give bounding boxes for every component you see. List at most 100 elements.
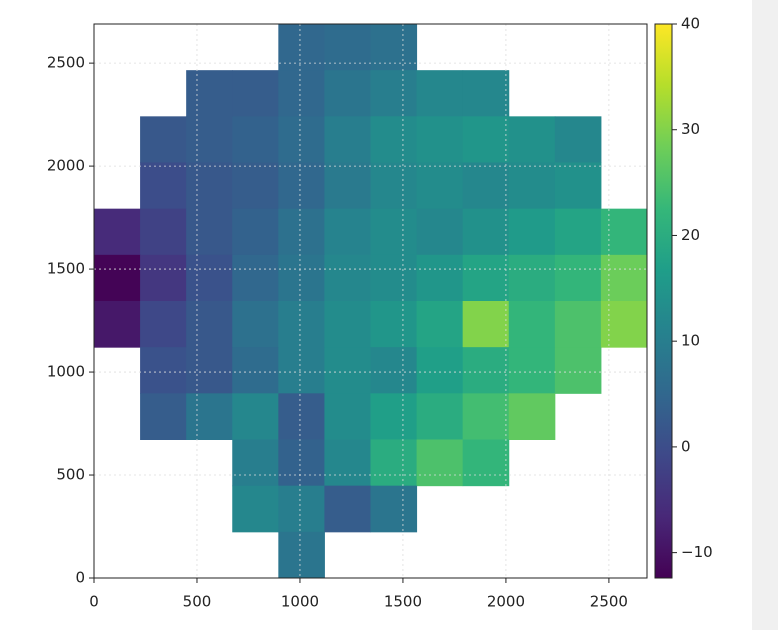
cell xyxy=(278,162,325,210)
cell xyxy=(600,208,648,256)
cell xyxy=(94,208,141,256)
cell xyxy=(416,347,464,394)
cell xyxy=(370,393,418,440)
x-tick-label: 0 xyxy=(89,593,99,611)
cell xyxy=(416,70,464,117)
cell xyxy=(140,116,187,163)
cell xyxy=(278,116,325,163)
cell xyxy=(140,301,187,348)
cell xyxy=(462,254,510,302)
cell xyxy=(554,162,602,210)
x-tick-label: 1000 xyxy=(281,593,319,611)
cell xyxy=(278,531,325,579)
cell xyxy=(186,162,233,210)
cell xyxy=(232,485,279,533)
cell xyxy=(232,254,279,302)
cell xyxy=(416,439,464,487)
colorbar xyxy=(654,23,673,579)
colorbar-tick-label: 40 xyxy=(681,15,700,33)
cell xyxy=(462,439,510,487)
cell xyxy=(140,162,187,210)
cell xyxy=(232,439,279,487)
cell xyxy=(508,347,556,394)
cell xyxy=(186,301,233,348)
y-tick-label: 0 xyxy=(75,569,85,587)
cell xyxy=(324,254,371,302)
cell xyxy=(140,254,187,302)
cell xyxy=(278,254,325,302)
cell xyxy=(278,301,325,348)
cell xyxy=(186,393,233,440)
cell xyxy=(370,439,418,487)
window-edge xyxy=(752,0,778,630)
cell xyxy=(232,208,279,256)
cell xyxy=(370,485,418,533)
cell xyxy=(324,70,371,117)
cell xyxy=(186,70,233,117)
cell xyxy=(370,208,418,256)
cell xyxy=(278,24,325,71)
x-tick-label: 1500 xyxy=(384,593,422,611)
cell xyxy=(370,70,418,117)
cell xyxy=(324,208,371,256)
cell xyxy=(278,439,325,487)
cell xyxy=(278,208,325,256)
cell xyxy=(462,162,510,210)
cell xyxy=(554,116,602,163)
cell xyxy=(324,439,371,487)
y-tick-label: 2500 xyxy=(47,54,85,72)
cell xyxy=(324,24,371,71)
plot-frame xyxy=(93,23,648,579)
colorbar-tick-label: 20 xyxy=(681,226,700,244)
cell xyxy=(232,70,279,117)
cell xyxy=(232,347,279,394)
cell xyxy=(370,162,418,210)
cell xyxy=(232,162,279,210)
cell xyxy=(508,301,556,348)
cell xyxy=(94,301,141,348)
colorbar-tick-label: 10 xyxy=(681,332,700,350)
cell xyxy=(554,208,602,256)
cell xyxy=(462,70,510,117)
cell xyxy=(370,24,418,71)
cell xyxy=(508,208,556,256)
cell xyxy=(508,162,556,210)
cell xyxy=(508,116,556,163)
cell xyxy=(324,485,371,533)
cell xyxy=(324,162,371,210)
cell xyxy=(416,301,464,348)
cell xyxy=(140,393,187,440)
cell xyxy=(370,301,418,348)
cell xyxy=(462,393,510,440)
colorbar-tick-label: −10 xyxy=(681,543,713,561)
cell xyxy=(232,116,279,163)
colorbar-tick-label: 30 xyxy=(681,120,700,138)
cell xyxy=(232,301,279,348)
y-tick-label: 500 xyxy=(56,466,85,484)
colorbar-tick-label: 0 xyxy=(681,437,691,455)
cell xyxy=(462,347,510,394)
cell xyxy=(278,347,325,394)
cell xyxy=(324,116,371,163)
cell xyxy=(462,208,510,256)
cell xyxy=(186,116,233,163)
cell xyxy=(416,254,464,302)
cell xyxy=(140,347,187,394)
cell xyxy=(140,208,187,256)
cell xyxy=(186,347,233,394)
cell xyxy=(416,393,464,440)
cell xyxy=(324,393,371,440)
cell xyxy=(370,254,418,302)
cell xyxy=(462,301,510,348)
x-tick-label: 500 xyxy=(183,593,212,611)
x-tick-label: 2000 xyxy=(487,593,525,611)
cell xyxy=(186,254,233,302)
cell xyxy=(324,347,371,394)
cell xyxy=(370,116,418,163)
cell xyxy=(508,393,556,440)
cell xyxy=(554,301,602,348)
cell xyxy=(278,393,325,440)
cell xyxy=(278,70,325,117)
cell xyxy=(416,208,464,256)
